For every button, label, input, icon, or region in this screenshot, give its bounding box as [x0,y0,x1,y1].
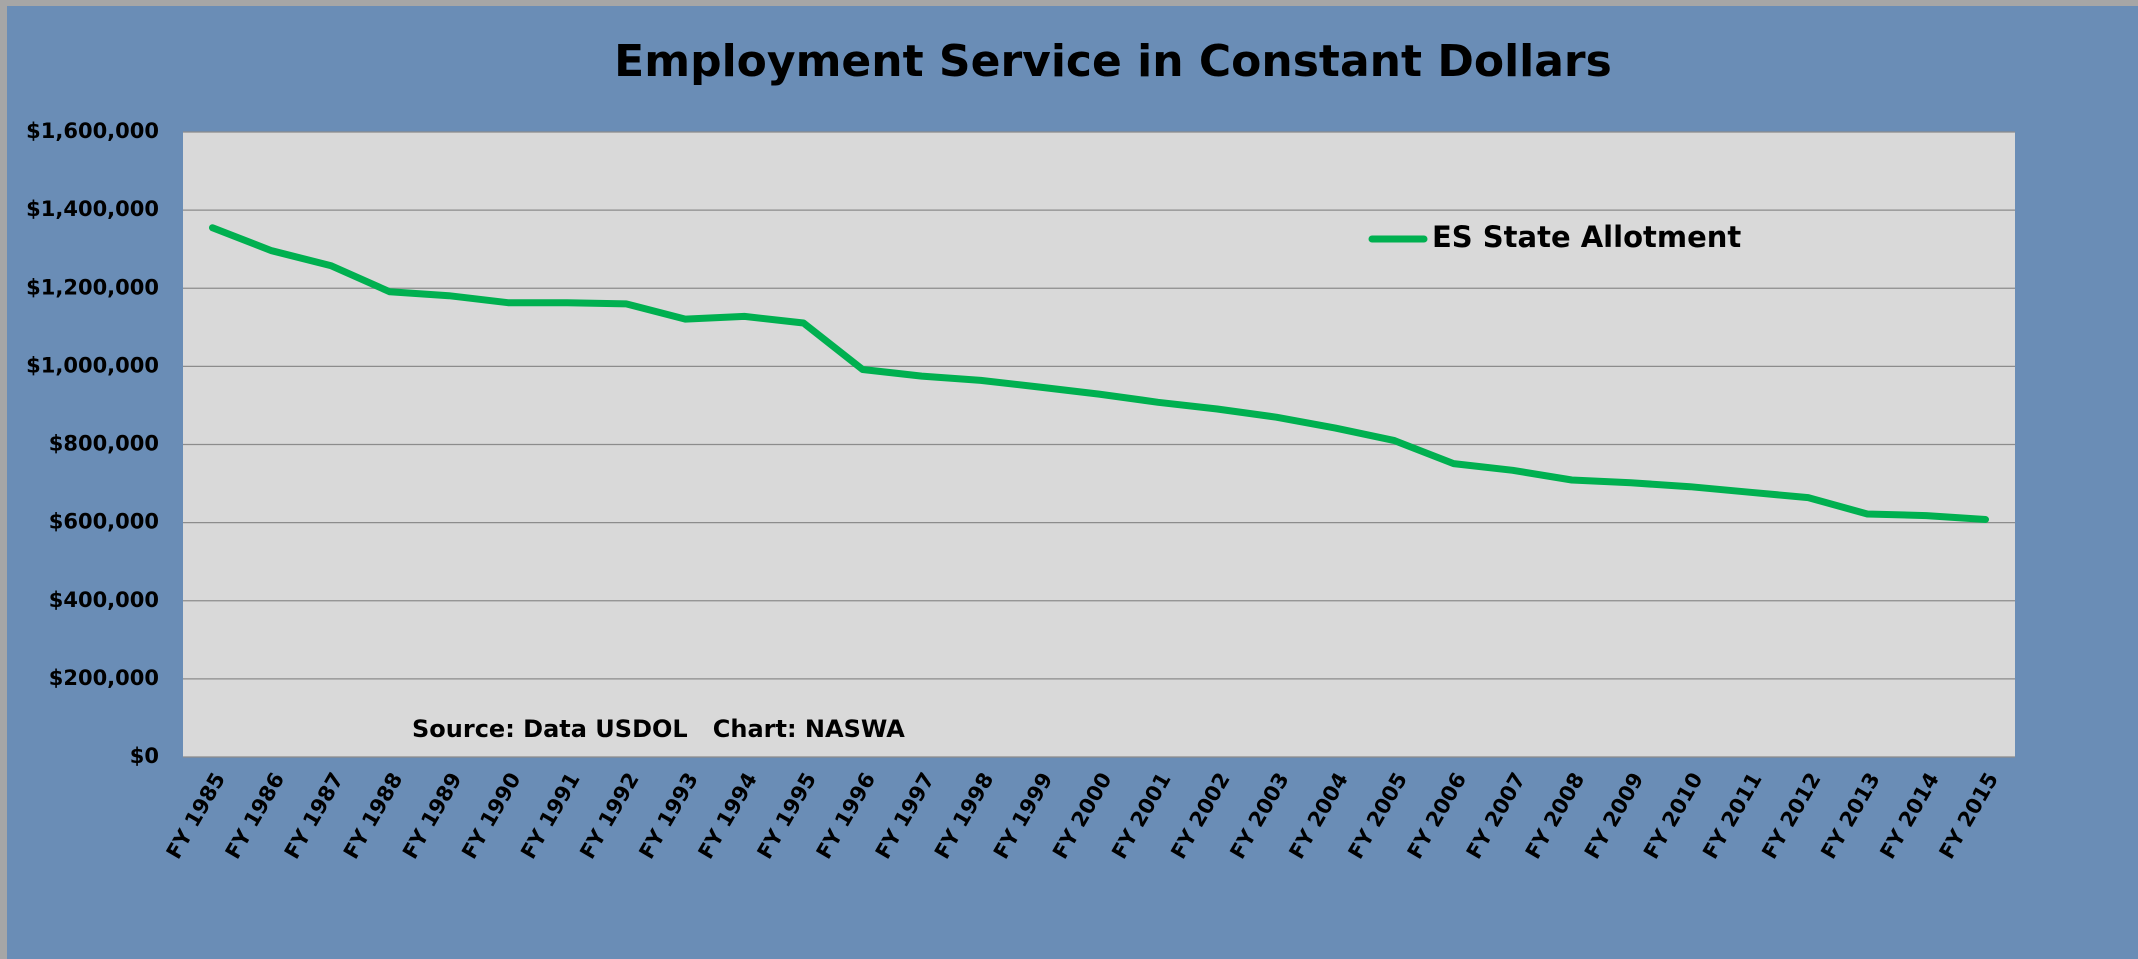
y-tick-label: $400,000 [49,588,159,612]
data-line [209,224,1989,523]
y-tick-label: $1,200,000 [26,275,159,299]
left-border [0,0,7,959]
chart-title: Employment Service in Constant Dollars [614,36,1612,87]
source-note: Source: Data USDOL Chart: NASWA [412,715,905,743]
y-tick-label: $200,000 [49,666,159,690]
legend-label: ES State Allotment [1432,220,1741,254]
y-tick-label: $0 [130,744,159,768]
y-tick-label: $600,000 [49,510,159,534]
y-tick-label: $1,400,000 [26,197,159,221]
y-tick-label: $800,000 [49,432,159,456]
top-border [0,0,2138,6]
y-tick-label: $1,600,000 [26,119,159,143]
y-tick-label: $1,000,000 [26,353,159,377]
